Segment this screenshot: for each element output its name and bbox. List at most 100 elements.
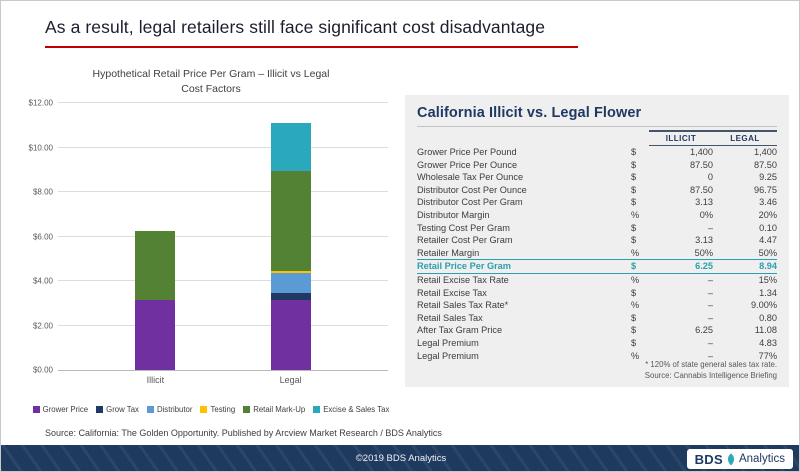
illicit-value: –: [707, 337, 713, 348]
row-unit: %: [631, 247, 640, 258]
row-unit: $: [631, 172, 637, 183]
chart-title: Hypothetical Retail Price Per Gram – Ill…: [26, 67, 396, 97]
legend-label: Testing: [210, 405, 236, 414]
illicit-value: 3.13: [695, 235, 713, 246]
row-label: Distributor Margin: [417, 209, 490, 220]
row-unit: %: [631, 350, 640, 361]
bar-segment-retail-mark-up: [270, 171, 311, 271]
illicit-value: 1,400: [690, 147, 713, 157]
illicit-value: –: [707, 350, 713, 361]
gridline: [58, 324, 388, 326]
copyright: ©2019 BDS Analytics: [355, 453, 447, 464]
illicit-value: –: [707, 287, 713, 298]
y-axis-label: $6.00: [32, 232, 53, 241]
row-label: Distributor Cost Per Ounce: [417, 184, 527, 195]
table-footnotes: * 120% of state general sales tax rate. …: [645, 359, 777, 382]
table-row: Distributor Cost Per Ounce $87.50 96.75: [417, 184, 777, 197]
legal-value: 50%: [758, 247, 777, 258]
y-axis-label: $8.00: [32, 187, 53, 197]
x-axis-label: Legal: [279, 375, 302, 385]
legal-value: 20%: [758, 209, 777, 220]
y-axis-label: $4.00: [32, 276, 53, 286]
bar-segment-grower-price: [270, 300, 311, 370]
legal-value: 0.10: [759, 222, 777, 233]
table-row: Retail Excise Tax $ – 1.34: [417, 287, 777, 300]
legal-value: 87.50: [754, 159, 777, 170]
legend-item: Grower Price: [32, 405, 89, 414]
bar-segment-excise-sales-tax: [270, 123, 311, 172]
legend-swatch: [313, 406, 321, 413]
y-axis-label: $2.00: [32, 321, 53, 330]
plot-area: $0.00 $2.00 $4.00 $6.00 $8.00 $10.00 $12.00 Ill…: [29, 99, 388, 385]
legend-swatch: [32, 406, 40, 413]
legend-label: Excise & Sales Tax: [323, 405, 390, 414]
legend-label: Retail Mark-Up: [253, 405, 306, 414]
cost-chart: Hypothetical Retail Price Per Gram – Ill…: [26, 61, 396, 421]
legal-value: 1.34: [759, 287, 777, 298]
legal-value: 4.83: [759, 337, 777, 348]
table-row: Grower Price Per Ounce $87.50 87.50: [417, 159, 777, 172]
row-unit: %: [631, 274, 640, 285]
legend-item: Retail Mark-Up: [243, 405, 305, 414]
chart-title-line1: Hypothetical Retail Price Per Gram – Ill…: [92, 68, 330, 80]
title-underline: [45, 46, 578, 48]
illicit-value: 6.25: [695, 325, 713, 336]
bar-segment-grower-price: [135, 300, 176, 370]
illicit-value: 3.13: [695, 197, 713, 208]
leaf-icon: [727, 453, 734, 465]
legal-value: 9.00%: [750, 300, 777, 311]
logo-analytics-text: Analytics: [738, 453, 785, 465]
illicit-value: 0%: [699, 209, 713, 220]
table-row: Distributor Margin% 0% 20%: [417, 209, 777, 222]
row-label: Retail Sales Tax Rate*: [417, 300, 509, 311]
legal-value: 11.08: [754, 325, 777, 336]
table-row: After Tax Gram Price $6.25 11.08: [417, 324, 777, 337]
row-label: Grower Price Per Pound: [417, 146, 517, 157]
gridline: [58, 235, 388, 237]
legend-label: Grow Tax: [106, 405, 139, 414]
row-label: After Tax Gram Price: [417, 325, 503, 336]
row-unit: $: [631, 312, 637, 323]
gridline: [58, 280, 388, 281]
illicit-value: –: [707, 274, 713, 285]
bar-segment-retail-mark-up: [135, 230, 176, 301]
comparison-table-panel: California Illicit vs. Legal Flower ILLI…: [405, 95, 789, 387]
legend-label: Grower Price: [42, 405, 89, 414]
row-unit: $: [631, 197, 637, 208]
row-unit: $: [631, 259, 649, 274]
row-label: Legal Premium: [417, 350, 479, 361]
bds-analytics-logo: BDS Analytics: [686, 449, 793, 469]
legend-item: Grow Tax: [96, 405, 139, 414]
legend-item: Distributor: [146, 405, 192, 414]
illicit-value: 6.25: [649, 259, 713, 274]
table-row: Wholesale Tax Per Ounce $0 9.25: [417, 171, 777, 184]
legend-swatch: [200, 406, 208, 413]
table-row: Retail Sales Tax $ – 0.80: [417, 312, 777, 325]
row-unit: $: [631, 287, 637, 298]
slide-title: As a result, legal retailers still face …: [45, 17, 546, 37]
table-row: Testing Cost Per Gram $ – 0.10: [417, 222, 777, 235]
cost-table: ILLICIT LEGAL Grower Price Per Pound $1,4…: [417, 130, 777, 362]
row-label: Wholesale Tax Per Ounce: [417, 172, 524, 183]
column-header-illicit: ILLICIT: [649, 130, 713, 146]
y-axis-label: $0.00: [32, 365, 53, 375]
row-label: Legal Premium: [417, 337, 479, 348]
table-row: Legal Premium% – 77%: [417, 350, 777, 363]
table-row: Retail Sales Tax Rate*% – 9.00%: [417, 299, 777, 312]
illicit-value: –: [707, 222, 713, 233]
chart-legend: Grower Price Grow Tax Distributor Testing Re…: [20, 405, 402, 414]
legal-value: 15%: [758, 274, 777, 285]
bar-segment-distributor: [270, 272, 311, 294]
row-label: Testing Cost Per Gram: [417, 222, 510, 233]
footer-bar: ©2019 BDS Analytics BDS Analytics: [1, 445, 799, 471]
x-axis-label: Illicit: [146, 375, 165, 385]
y-axis-label: $12.00: [28, 98, 53, 108]
legend-swatch: [146, 406, 154, 413]
legal-value: 4.47: [759, 235, 777, 246]
illicit-value: 87.50: [690, 159, 713, 170]
row-unit: %: [631, 300, 640, 311]
table-title: California Illicit vs. Legal Flower: [417, 105, 642, 121]
legal-value: 1,400: [754, 147, 777, 157]
legal-value: 9.25: [759, 172, 777, 183]
row-unit: $: [631, 325, 637, 336]
